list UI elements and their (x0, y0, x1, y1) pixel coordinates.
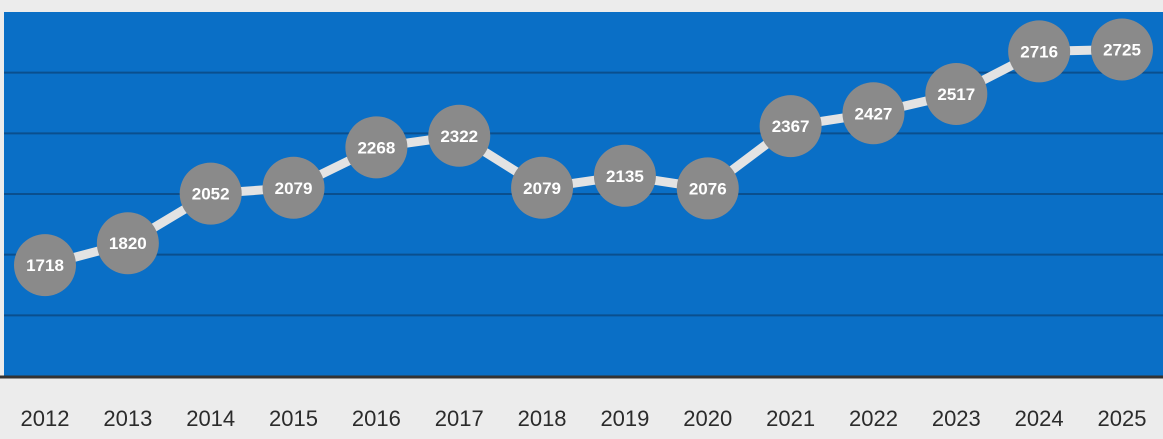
x-tick-label: 2014 (186, 406, 235, 431)
data-point-2025: 2725 (1091, 18, 1153, 81)
data-point-2023: 2517 (925, 63, 988, 126)
x-tick-label: 2025 (1098, 406, 1147, 431)
data-label: 2079 (275, 179, 313, 198)
x-tick-label: 2022 (849, 406, 898, 431)
x-tick-label: 2023 (932, 406, 981, 431)
data-point-2012: 1718 (14, 234, 76, 297)
data-points: 1718 1820 2052 2079 2268 2322 2079 2135 2076 2367… (14, 18, 1153, 297)
data-point-2013: 1820 (96, 212, 159, 275)
x-tick-label: 2017 (435, 406, 484, 431)
data-point-2016: 2268 (345, 116, 408, 179)
data-label: 2322 (440, 127, 478, 146)
data-point-2014: 2052 (179, 162, 242, 225)
x-tick-label: 2013 (103, 406, 152, 431)
data-point-marker (842, 82, 905, 145)
x-tick-label: 2015 (269, 406, 318, 431)
data-label: 2367 (772, 117, 810, 136)
data-label: 1820 (109, 234, 147, 253)
data-point-2018: 2079 (511, 156, 574, 219)
data-point-marker (925, 63, 988, 126)
data-point-marker (1008, 20, 1071, 83)
data-point-2017: 2322 (428, 104, 491, 167)
data-label: 2725 (1103, 40, 1141, 59)
data-point-marker (179, 162, 242, 225)
x-tick-label: 2016 (352, 406, 401, 431)
data-point-marker (262, 156, 325, 219)
data-label: 2517 (937, 85, 975, 104)
data-point-2021: 2367 (759, 95, 822, 158)
data-label: 2716 (1020, 42, 1058, 61)
data-label: 2135 (606, 167, 644, 186)
data-point-marker (511, 156, 574, 219)
data-point-2024: 2716 (1008, 20, 1071, 83)
data-point-2015: 2079 (262, 156, 325, 219)
data-point-marker (593, 144, 656, 207)
data-point-marker (759, 95, 822, 158)
data-label: 2268 (357, 138, 395, 157)
data-point-2020: 2076 (676, 157, 739, 220)
x-tick-label: 2012 (21, 406, 70, 431)
data-point-marker (428, 104, 491, 167)
x-tick-label: 2020 (683, 406, 732, 431)
data-label: 2052 (192, 185, 230, 204)
data-point-marker (96, 212, 159, 275)
data-point-marker (345, 116, 408, 179)
data-point-2022: 2427 (842, 82, 905, 145)
x-tick-label: 2024 (1015, 406, 1064, 431)
x-axis-ticks: 2012 2013 2014 2015 2016 2017 2018 2019 2020 2021… (21, 406, 1147, 431)
data-label: 2076 (689, 179, 727, 198)
data-label: 1718 (26, 256, 64, 275)
data-label: 2427 (855, 104, 893, 123)
data-point-marker (14, 234, 76, 297)
x-tick-label: 2018 (518, 406, 567, 431)
data-point-2019: 2135 (593, 144, 656, 207)
data-point-marker (1091, 18, 1153, 81)
data-label: 2079 (523, 179, 561, 198)
x-tick-label: 2021 (766, 406, 815, 431)
data-point-marker (676, 157, 739, 220)
x-tick-label: 2019 (600, 406, 649, 431)
